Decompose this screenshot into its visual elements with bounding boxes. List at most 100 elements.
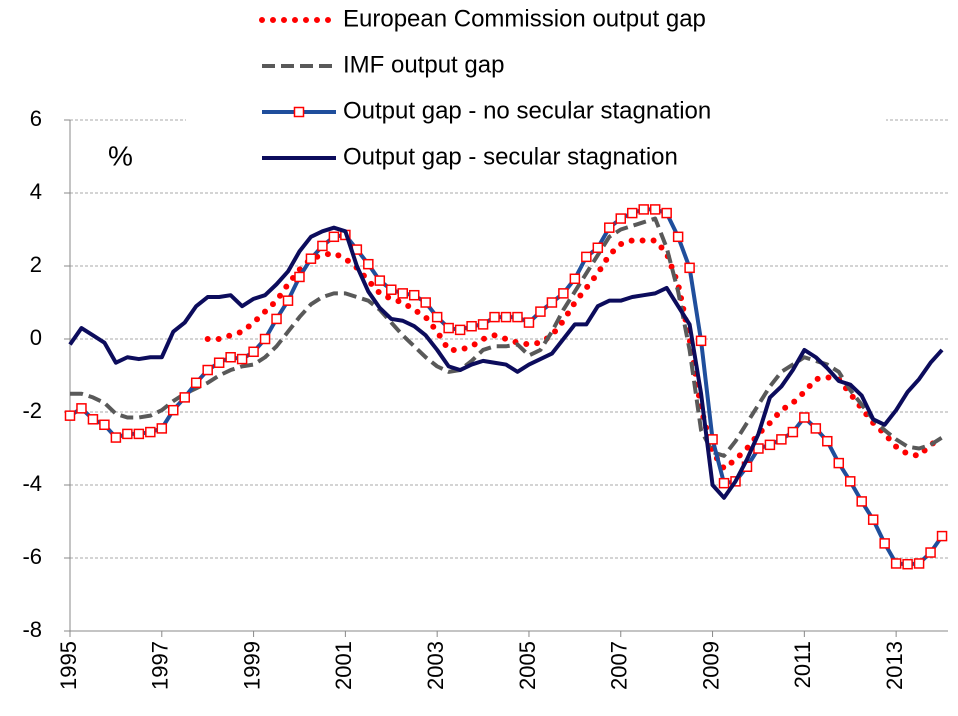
- data-point-marker: [684, 262, 695, 274]
- legend-background: [186, 0, 886, 178]
- series-line: [204, 237, 946, 472]
- data-point-marker: [913, 558, 925, 569]
- data-point-marker: [202, 364, 213, 376]
- data-point-marker: [145, 426, 156, 438]
- y-tick-label: 2: [30, 252, 42, 277]
- data-point-marker: [695, 335, 707, 347]
- data-point-marker: [236, 353, 248, 365]
- data-point-marker: [500, 311, 512, 323]
- legend-label: Output gap - no secular stagnation: [343, 97, 711, 124]
- y-tick-label: 0: [30, 325, 42, 350]
- data-point-marker: [225, 352, 236, 363]
- data-point-marker: [282, 295, 294, 306]
- data-point-marker: [179, 392, 190, 403]
- data-point-marker: [799, 412, 810, 423]
- data-point-marker: [271, 313, 282, 325]
- data-point-marker: [420, 297, 431, 308]
- x-tick-label: 2007: [607, 641, 632, 690]
- data-point-marker: [512, 311, 523, 323]
- data-point-marker: [776, 434, 787, 445]
- series-line: [70, 216, 944, 458]
- x-tick-label: 1997: [148, 641, 173, 690]
- data-point-marker: [259, 333, 271, 345]
- data-point-marker: [317, 240, 328, 252]
- data-point-marker: [844, 476, 856, 487]
- data-point-marker: [213, 357, 225, 368]
- plot-area: [64, 204, 948, 570]
- y-tick-label: -2: [22, 398, 42, 423]
- series-line: [68, 225, 944, 500]
- data-point-marker: [64, 410, 76, 421]
- data-point-marker: [190, 377, 202, 389]
- data-point-marker: [661, 207, 672, 219]
- data-point-marker: [248, 346, 259, 358]
- data-point-marker: [867, 514, 879, 525]
- x-tick-label: 2003: [423, 641, 448, 690]
- data-point-marker: [156, 423, 168, 434]
- data-point-marker: [408, 289, 420, 301]
- data-point-marker: [133, 428, 145, 440]
- data-point-marker: [718, 477, 730, 489]
- data-point-marker: [466, 320, 477, 332]
- data-point-marker: [649, 204, 661, 215]
- data-point-marker: [294, 271, 305, 283]
- data-point-marker: [936, 530, 948, 542]
- y-tick-label: -8: [22, 617, 42, 642]
- grid: -8 -6 -4 -2 0 2 4 6 1995 1997 1999 2001 2003 2005 2007…: [22, 106, 948, 690]
- data-point-marker: [477, 319, 489, 330]
- data-point-marker: [363, 258, 374, 270]
- data-point-marker: [879, 538, 890, 549]
- data-point-marker: [535, 306, 546, 317]
- x-tick-label: 1995: [56, 641, 81, 690]
- y-tick-label: -4: [22, 471, 42, 496]
- x-tick-label: 2005: [515, 641, 540, 690]
- x-tick-label: 2001: [331, 641, 356, 690]
- legend-label: European Commission output gap: [343, 5, 706, 32]
- data-point-marker: [168, 404, 179, 416]
- legend: European Commission output gap IMF output…: [259, 5, 711, 170]
- x-tick-label: 2009: [698, 641, 723, 690]
- data-point-marker: [328, 231, 340, 243]
- data-point-marker: [546, 297, 558, 308]
- data-point-marker: [431, 311, 443, 323]
- data-point-marker: [87, 414, 99, 425]
- x-tick-label: 1999: [239, 641, 264, 690]
- data-point-marker: [902, 558, 913, 570]
- data-point-marker: [604, 222, 615, 233]
- data-point-marker: [626, 207, 638, 219]
- data-point-marker: [305, 253, 317, 264]
- y-tick-label: 6: [30, 106, 42, 131]
- data-point-marker: [76, 403, 87, 414]
- data-point-marker: [386, 284, 397, 295]
- data-point-marker: [523, 317, 535, 328]
- data-point-marker: [592, 242, 604, 253]
- data-point-marker: [615, 213, 627, 224]
- data-point-marker: [558, 288, 569, 299]
- x-tick-label: 2013: [882, 641, 907, 690]
- data-point-marker: [925, 547, 936, 558]
- data-point-marker: [99, 419, 110, 431]
- unit-annotation: %: [108, 140, 133, 171]
- data-point-marker: [569, 273, 581, 285]
- y-tick-label: -6: [22, 544, 42, 569]
- data-point-marker: [822, 435, 833, 447]
- data-point-marker: [764, 439, 776, 451]
- data-point-marker: [833, 457, 845, 469]
- data-point-marker: [672, 231, 684, 243]
- data-point-marker: [122, 428, 133, 440]
- data-point-marker: [374, 275, 386, 286]
- data-point-marker: [454, 324, 466, 336]
- data-point-marker: [581, 251, 592, 263]
- data-point-marker: [110, 432, 122, 443]
- data-point-marker: [890, 558, 902, 569]
- data-point-marker: [707, 434, 718, 445]
- legend-label: IMF output gap: [343, 51, 504, 78]
- legend-marker: [293, 106, 305, 118]
- data-point-marker: [443, 322, 454, 334]
- data-point-marker: [638, 204, 649, 215]
- x-tick-label: 2011: [790, 641, 815, 688]
- legend-label: Output gap - secular stagnation: [343, 143, 678, 170]
- data-point-marker: [489, 311, 500, 323]
- y-tick-label: 4: [30, 179, 42, 204]
